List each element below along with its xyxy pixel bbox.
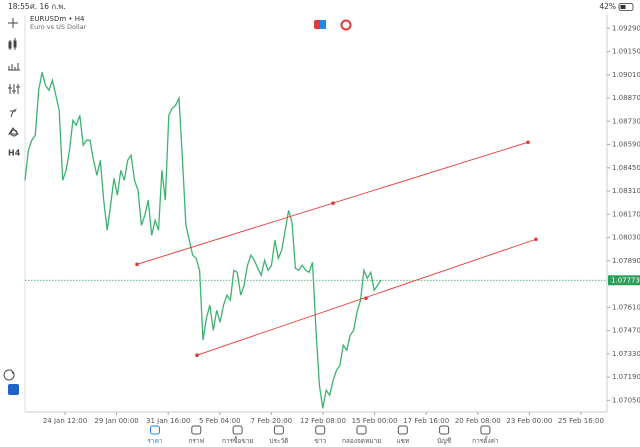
y-tick-label: 1.07610 bbox=[612, 303, 640, 311]
current-price-label: 1.07773 bbox=[611, 276, 640, 284]
y-tick-label: 1.08870 bbox=[612, 94, 640, 102]
nav-icon[interactable] bbox=[356, 425, 367, 435]
symbol-description: Euro vs US Dollar bbox=[30, 23, 87, 31]
battery-level bbox=[620, 5, 626, 9]
indicator-tool[interactable] bbox=[8, 63, 20, 71]
nav-label[interactable]: กราฟ bbox=[188, 437, 204, 445]
trend-point[interactable] bbox=[135, 262, 139, 267]
trend-point[interactable] bbox=[526, 140, 530, 145]
crosshair-tool[interactable] bbox=[8, 18, 18, 28]
nav-label[interactable]: ราคา bbox=[147, 437, 162, 445]
nav-icon[interactable] bbox=[273, 425, 284, 435]
function-tool[interactable] bbox=[10, 108, 17, 118]
current-price-tag bbox=[608, 275, 640, 286]
settings-tool[interactable] bbox=[8, 84, 20, 94]
y-tick-label: 1.09010 bbox=[612, 71, 640, 79]
y-tick-label: 1.07050 bbox=[612, 396, 640, 404]
y-tick-label: 1.07470 bbox=[612, 327, 640, 335]
shapes-tool[interactable] bbox=[8, 127, 20, 137]
nav-icon[interactable] bbox=[397, 425, 408, 435]
nav-label[interactable]: การตั้งค่า bbox=[472, 436, 499, 445]
x-tick-label: 5 Feb 04:00 bbox=[199, 417, 240, 425]
trend-point[interactable] bbox=[364, 296, 368, 301]
nav-icon[interactable] bbox=[150, 425, 160, 435]
nav-label[interactable]: แชท bbox=[396, 437, 409, 445]
nav-label[interactable]: กล่องจดหมาย bbox=[342, 437, 381, 445]
x-tick-label: 29 Jan 00:00 bbox=[94, 417, 138, 425]
x-tick-label: 24 Jan 12:00 bbox=[43, 417, 87, 425]
y-tick-label: 1.09150 bbox=[612, 48, 640, 56]
x-tick-label: 20 Feb 08:00 bbox=[455, 417, 501, 425]
period-button[interactable]: H4 bbox=[8, 149, 21, 158]
nav-icon[interactable] bbox=[191, 425, 202, 435]
x-tick-label: 31 Jan 16:00 bbox=[146, 417, 190, 425]
buy-button[interactable] bbox=[320, 20, 326, 29]
y-tick-label: 1.07330 bbox=[612, 350, 640, 358]
y-tick-label: 1.07890 bbox=[612, 257, 640, 265]
nav-label[interactable]: ประวัติ bbox=[269, 437, 288, 445]
y-tick-label: 1.08730 bbox=[612, 117, 640, 125]
status-time: 18:55 bbox=[8, 2, 30, 11]
symbol-title[interactable]: EURUSDm • H4 bbox=[30, 15, 85, 23]
trend-point[interactable] bbox=[195, 353, 199, 357]
battery-icon bbox=[618, 3, 634, 11]
status-date: ศ. 16 ก.พ. bbox=[30, 2, 66, 11]
status-battery: 42% bbox=[599, 2, 616, 11]
nav-icon[interactable] bbox=[439, 425, 450, 435]
nav-icon[interactable] bbox=[232, 425, 243, 435]
y-tick-label: 1.08170 bbox=[612, 210, 640, 218]
y-tick-label: 1.08590 bbox=[612, 141, 640, 149]
y-tick-label: 1.08030 bbox=[612, 234, 640, 242]
search-tool[interactable] bbox=[3, 369, 15, 381]
x-tick-label: 15 Feb 00:00 bbox=[352, 417, 398, 425]
left-toolbar bbox=[3, 18, 20, 381]
app-icon[interactable] bbox=[8, 384, 19, 395]
nav-label[interactable]: บัญชี bbox=[437, 437, 452, 445]
y-tick-label: 1.08450 bbox=[612, 164, 640, 172]
x-tick-label: 7 Feb 20:00 bbox=[251, 417, 292, 425]
price-line bbox=[24, 72, 382, 409]
x-tick-label: 25 Feb 16:00 bbox=[558, 417, 604, 425]
y-tick-label: 1.08310 bbox=[612, 187, 640, 195]
trend-point[interactable] bbox=[331, 201, 335, 206]
x-tick-label: 23 Feb 00:00 bbox=[506, 417, 552, 425]
x-tick-label: 17 Feb 16:00 bbox=[403, 417, 449, 425]
nav-label[interactable]: ข่าว bbox=[314, 437, 326, 445]
y-tick-label: 1.07190 bbox=[612, 373, 640, 381]
nav-icon[interactable] bbox=[480, 425, 491, 435]
trend-point[interactable] bbox=[534, 237, 538, 242]
chart-mode-button[interactable] bbox=[340, 19, 352, 31]
candle-tool[interactable] bbox=[8, 38, 17, 50]
x-tick-label: 12 Feb 08:00 bbox=[300, 417, 346, 425]
nav-icon[interactable] bbox=[315, 425, 326, 435]
nav-label[interactable]: การซื้อขาย bbox=[222, 436, 253, 445]
y-tick-label: 1.09290 bbox=[612, 24, 640, 32]
